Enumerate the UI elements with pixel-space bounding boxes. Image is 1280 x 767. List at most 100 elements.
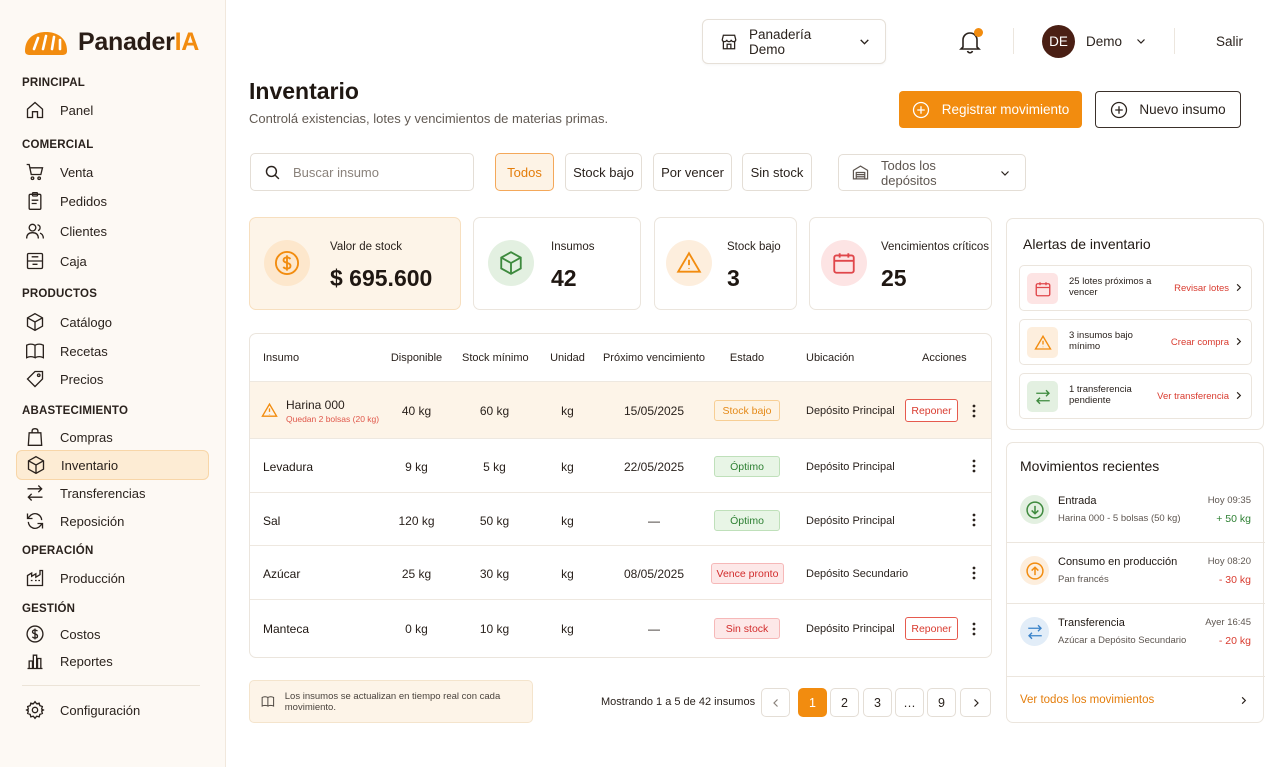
deposit-selector[interactable]: Todos los depósitos [838, 154, 1026, 191]
sidebar-item-costos[interactable]: Costos [16, 619, 209, 649]
chevron-down-icon[interactable] [1135, 35, 1147, 47]
arrows-icon [1027, 624, 1042, 639]
register-movement-button[interactable]: Registrar movimiento [899, 91, 1082, 128]
alert-action-link[interactable]: Crear compra [1170, 337, 1229, 348]
restock-button[interactable]: Reponer [905, 617, 958, 640]
pagination-page[interactable]: 1 [798, 688, 827, 717]
sidebar-item-compras[interactable]: Compras [16, 422, 209, 452]
tag-icon [26, 370, 44, 388]
chevron-down-icon [1001, 170, 1009, 176]
search-icon [265, 165, 280, 179]
refresh-icon [26, 512, 44, 530]
sidebar-item-precios[interactable]: Precios [16, 364, 209, 394]
new-supply-button[interactable]: Nuevo insumo [1095, 91, 1241, 128]
filter-chip-stock-bajo[interactable]: Stock bajo [565, 153, 642, 191]
book-open-icon [261, 696, 275, 707]
movement-item[interactable]: Transferencia Azúcar a Depósito Secundar… [1007, 604, 1265, 664]
alert-icon-bg [1027, 327, 1058, 358]
alert-item[interactable]: 3 insumos bajo mínimo Crear compra [1019, 319, 1252, 365]
column-header: Acciones [922, 352, 967, 364]
sidebar-item-reportes[interactable]: Reportes [16, 646, 209, 676]
cell-available: 25 kg [401, 567, 432, 581]
cell-unit: kg [561, 567, 574, 581]
cell-location: Depósito Secundario [806, 568, 909, 580]
column-header[interactable]: Estado [729, 352, 765, 364]
column-header[interactable]: Disponible [390, 352, 443, 364]
sidebar-item-panel[interactable]: Panel [16, 95, 209, 125]
movement-item[interactable]: Entrada Harina 000 - 5 bolsas (50 kg) Ho… [1007, 482, 1265, 542]
table-row[interactable]: Levadura 9 kg 5 kg kg 22/05/2025 Óptimo … [250, 438, 991, 492]
alert-action-link[interactable]: Ver transferencia [1157, 391, 1229, 402]
more-vertical-icon[interactable] [966, 565, 982, 581]
kpi-value: 42 [551, 265, 577, 291]
sidebar-item-produccion[interactable]: Producción [16, 563, 209, 593]
coin-icon [26, 625, 44, 643]
sidebar-item-label: Precios [60, 371, 104, 387]
chevron-down-icon [860, 39, 869, 45]
movement-icon-bg [1020, 617, 1049, 646]
table-row[interactable]: Harina 000 Quedan 2 bolsas (20 kg) 40 kg… [250, 381, 991, 438]
search-box[interactable] [250, 153, 474, 191]
pagination-prev[interactable] [761, 688, 790, 717]
notifications-button[interactable] [958, 28, 984, 54]
bar-chart-icon [27, 654, 43, 670]
sidebar-item-label: Recetas [60, 343, 108, 359]
sidebar-item-venta[interactable]: Venta [16, 157, 209, 187]
column-header[interactable]: Próximo vencimiento [602, 352, 706, 364]
sidebar-item-transferencias[interactable]: Transferencias [16, 478, 209, 508]
store-selector[interactable]: Panadería Demo [702, 19, 886, 64]
sidebar-item-recetas[interactable]: Recetas [16, 336, 209, 366]
more-vertical-icon[interactable] [966, 458, 982, 474]
pagination-next[interactable] [960, 688, 991, 717]
filter-chip-sin-stock[interactable]: Sin stock [742, 153, 812, 191]
column-header[interactable]: Stock mínimo [462, 352, 529, 364]
chevron-right-icon[interactable] [1238, 695, 1249, 706]
cell-min-stock: 50 kg [479, 514, 510, 528]
alert-item[interactable]: 25 lotes próximos a vencer Revisar lotes [1019, 265, 1252, 311]
more-vertical-icon[interactable] [966, 403, 982, 419]
sidebar-item-reposicion[interactable]: Reposición [16, 506, 209, 536]
sidebar-item-label: Clientes [60, 223, 107, 239]
calendar-icon [833, 253, 855, 274]
sidebar-item-inventario[interactable]: Inventario [16, 450, 209, 480]
status-badge: Óptimo [714, 456, 780, 477]
logout-button[interactable]: Salir [1216, 34, 1244, 49]
cell-expiry: 22/05/2025 [623, 460, 685, 474]
divider [22, 685, 200, 686]
sidebar-item-catalogo[interactable]: Catálogo [16, 307, 209, 337]
pagination-page[interactable]: 2 [830, 688, 859, 717]
table-row[interactable]: Sal 120 kg 50 kg kg — Óptimo Depósito Pr… [250, 492, 991, 545]
pagination-page[interactable]: 3 [863, 688, 892, 717]
column-header[interactable]: Ubicación [806, 352, 855, 364]
status-badge: Óptimo [714, 510, 780, 531]
table-row[interactable]: Manteca 0 kg 10 kg kg — Sin stock Depósi… [250, 599, 991, 657]
kpi-icon-bg [488, 240, 534, 286]
nav-section-title: OPERACIÓN [22, 545, 94, 557]
panel-title: Alertas de inventario [1023, 236, 1151, 252]
arrows-icon [1035, 389, 1050, 404]
alert-action-link[interactable]: Revisar lotes [1174, 283, 1229, 294]
column-header[interactable]: Unidad [550, 352, 585, 364]
movement-type: Entrada [1058, 495, 1097, 507]
sidebar-item-clientes[interactable]: Clientes [16, 216, 209, 246]
sidebar-item-caja[interactable]: Caja [16, 246, 209, 276]
user-name[interactable]: Demo [1086, 34, 1123, 49]
sidebar-item-configuracion[interactable]: Configuración [16, 695, 209, 725]
kpi-value: 3 [727, 265, 740, 291]
filter-chip-por-vencer[interactable]: Por vencer [653, 153, 732, 191]
restock-button[interactable]: Reponer [905, 399, 958, 422]
avatar[interactable]: DE [1042, 25, 1075, 58]
see-all-movements-link[interactable]: Ver todos los movimientos [1020, 694, 1155, 706]
column-header[interactable]: Insumo [263, 352, 300, 364]
alert-item[interactable]: 1 transferencia pendiente Ver transferen… [1019, 373, 1252, 419]
more-vertical-icon[interactable] [966, 621, 982, 637]
search-input[interactable] [293, 164, 453, 180]
sidebar-item-pedidos[interactable]: Pedidos [16, 186, 209, 216]
movement-item[interactable]: Consumo en producción Pan francés Hoy 08… [1007, 543, 1265, 603]
sidebar-item-label: Caja [60, 253, 87, 269]
more-vertical-icon[interactable] [966, 512, 982, 528]
table-row[interactable]: Azúcar 25 kg 30 kg kg 08/05/2025 Vence p… [250, 545, 991, 599]
pagination-page[interactable]: 9 [927, 688, 956, 717]
filter-chip-todos[interactable]: Todos [495, 153, 554, 191]
app-logo[interactable]: PanaderIA [22, 28, 199, 57]
